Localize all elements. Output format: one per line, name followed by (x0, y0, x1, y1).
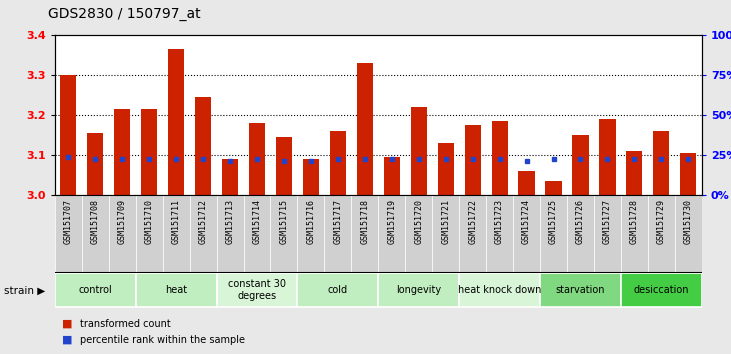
Text: desiccation: desiccation (634, 285, 689, 295)
Bar (432, 195, 459, 273)
Bar (60, 75, 76, 195)
Bar (654, 131, 670, 195)
Bar (141, 109, 157, 195)
Bar (216, 273, 298, 307)
Bar (540, 195, 567, 273)
Text: GSM151710: GSM151710 (145, 199, 154, 244)
Bar (599, 119, 616, 195)
Bar (545, 181, 561, 195)
Text: percentile rank within the sample: percentile rank within the sample (80, 335, 246, 345)
Text: GDS2830 / 150797_at: GDS2830 / 150797_at (48, 7, 200, 21)
Bar (572, 135, 588, 195)
Bar (352, 195, 379, 273)
Bar (136, 195, 162, 273)
Text: GSM151714: GSM151714 (252, 199, 262, 244)
Text: GSM151712: GSM151712 (199, 199, 208, 244)
Bar (405, 195, 432, 273)
Bar (411, 107, 427, 195)
Bar (459, 195, 486, 273)
Text: longevity: longevity (396, 285, 442, 295)
Bar (567, 195, 594, 273)
Bar (491, 121, 507, 195)
Text: ■: ■ (62, 319, 72, 329)
Bar (680, 153, 697, 195)
Bar (621, 273, 702, 307)
Bar (464, 125, 481, 195)
Text: heat knock down: heat knock down (458, 285, 541, 295)
Text: GSM151722: GSM151722 (468, 199, 477, 244)
Text: GSM151716: GSM151716 (306, 199, 315, 244)
Bar (168, 49, 184, 195)
Text: starvation: starvation (556, 285, 605, 295)
Bar (675, 195, 702, 273)
Text: cold: cold (327, 285, 348, 295)
Text: GSM151721: GSM151721 (442, 199, 450, 244)
Bar (195, 97, 211, 195)
Bar (114, 109, 130, 195)
Bar (55, 273, 136, 307)
Bar (82, 195, 109, 273)
Bar (162, 195, 189, 273)
Text: GSM151726: GSM151726 (576, 199, 585, 244)
Bar (298, 273, 379, 307)
Bar (486, 195, 513, 273)
Text: GSM151725: GSM151725 (549, 199, 558, 244)
Text: ■: ■ (62, 335, 72, 345)
Text: GSM151707: GSM151707 (64, 199, 73, 244)
Bar (540, 273, 621, 307)
Text: constant 30
degrees: constant 30 degrees (228, 279, 286, 301)
Bar (594, 195, 621, 273)
Bar (303, 159, 319, 195)
Bar (87, 133, 103, 195)
Bar (384, 157, 400, 195)
Bar (222, 159, 238, 195)
Text: transformed count: transformed count (80, 319, 171, 329)
Text: GSM151720: GSM151720 (414, 199, 423, 244)
Bar (276, 137, 292, 195)
Text: GSM151717: GSM151717 (333, 199, 342, 244)
Text: GSM151715: GSM151715 (279, 199, 289, 244)
Bar (136, 273, 216, 307)
Bar (325, 195, 352, 273)
Text: GSM151719: GSM151719 (387, 199, 396, 244)
Text: GSM151724: GSM151724 (522, 199, 531, 244)
Bar (216, 195, 243, 273)
Text: GSM151718: GSM151718 (360, 199, 369, 244)
Bar (55, 195, 82, 273)
Bar (378, 195, 405, 273)
Bar (357, 63, 373, 195)
Bar (626, 151, 643, 195)
Bar (513, 195, 540, 273)
Text: GSM151729: GSM151729 (657, 199, 666, 244)
Text: strain ▶: strain ▶ (4, 285, 45, 295)
Bar (518, 171, 534, 195)
Bar (189, 195, 216, 273)
Bar (459, 273, 540, 307)
Text: GSM151728: GSM151728 (630, 199, 639, 244)
Bar (298, 195, 325, 273)
Text: GSM151727: GSM151727 (603, 199, 612, 244)
Bar (438, 143, 454, 195)
Bar (378, 273, 459, 307)
Bar (270, 195, 298, 273)
Bar (621, 195, 648, 273)
Bar (648, 195, 675, 273)
Text: control: control (78, 285, 112, 295)
Text: GSM151730: GSM151730 (683, 199, 693, 244)
Text: heat: heat (165, 285, 187, 295)
Bar (109, 195, 136, 273)
Text: GSM151709: GSM151709 (118, 199, 126, 244)
Bar (330, 131, 346, 195)
Bar (249, 123, 265, 195)
Bar (243, 195, 270, 273)
Text: GSM151723: GSM151723 (495, 199, 504, 244)
Text: GSM151711: GSM151711 (172, 199, 181, 244)
Text: GSM151708: GSM151708 (91, 199, 99, 244)
Text: GSM151713: GSM151713 (226, 199, 235, 244)
